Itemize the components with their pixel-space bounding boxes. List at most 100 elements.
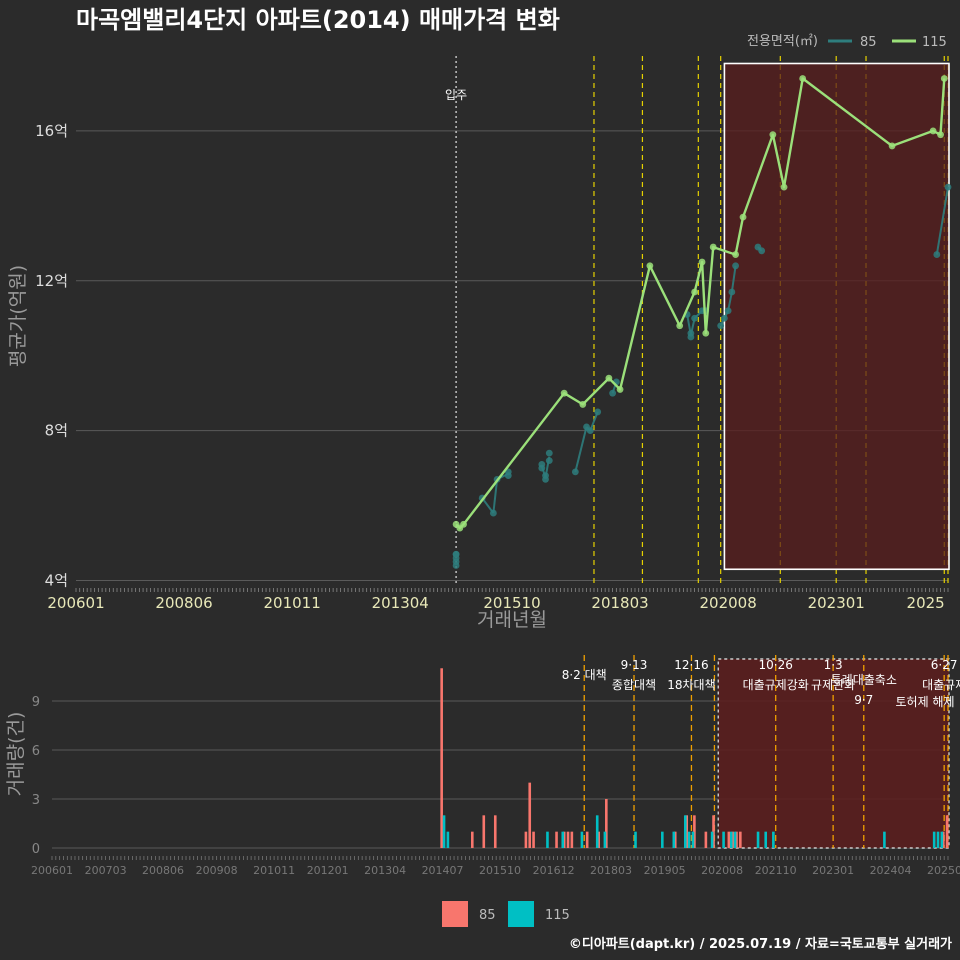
bar-115	[442, 815, 446, 848]
volume-x-tick-label: 201803	[590, 864, 632, 877]
legend-label-85: 85	[860, 35, 877, 50]
policy-annotation: 12·16 18차대책	[667, 658, 715, 692]
policy-annotation-text: 대출규제강화	[743, 678, 809, 692]
bar-85	[735, 831, 738, 848]
data-point-85	[538, 460, 546, 468]
data-point-115	[460, 520, 467, 528]
series-85	[452, 183, 952, 569]
bar-115	[936, 831, 940, 848]
volume-legend: 85 115	[442, 901, 570, 927]
bar-series-85	[440, 668, 949, 848]
data-point-85	[609, 389, 617, 397]
policy-annotation: 토허제 해제	[896, 695, 955, 709]
volume-x-tick-label: 202507	[927, 864, 960, 877]
volume-y-axis-title: 거래량(건)	[5, 712, 27, 797]
data-point-115	[937, 131, 944, 139]
volume-chart: 8·2 대책 9·13 종합대책 12·16 18차대책 10·26 대출규제강화 1·3 규제…	[5, 655, 960, 927]
data-point-85	[571, 468, 579, 476]
volume-x-tick-label: 201304	[364, 864, 406, 877]
price-x-tick-label: 200601	[47, 594, 104, 612]
volume-x-tick-label: 201612	[533, 864, 575, 877]
data-point-85	[594, 408, 602, 416]
policy-annotation-text: 9·13	[621, 658, 648, 672]
bar-85	[597, 831, 600, 848]
bar-115	[729, 831, 733, 848]
data-point-85	[717, 322, 725, 330]
bar-85	[440, 668, 443, 848]
bar-115	[722, 831, 725, 848]
volume-x-axis: 200601 200703 200806 200908 201011 201201 2013…	[31, 856, 960, 877]
volume-x-tick-label: 202110	[755, 864, 797, 877]
bar-115	[603, 831, 607, 848]
price-y-axis-title: 평균가(억원)	[7, 265, 29, 367]
bar-115	[672, 831, 676, 848]
data-point-85	[545, 449, 553, 457]
bar-115	[940, 831, 944, 848]
bar-85	[693, 815, 696, 848]
bar-115	[710, 831, 714, 848]
policy-annotation-text: 12·16	[674, 658, 708, 672]
price-y-tick-label: 16억	[35, 122, 68, 140]
bar-115	[580, 831, 584, 848]
data-point-115	[769, 131, 777, 139]
data-point-85	[545, 457, 553, 465]
legend-label-bar-85: 85	[479, 908, 496, 923]
bar-85	[555, 831, 558, 848]
volume-x-tick-label: 200806	[142, 864, 184, 877]
bar-115	[764, 831, 768, 848]
bar-85	[532, 831, 535, 848]
data-point-85	[721, 314, 728, 322]
data-point-85	[944, 183, 952, 191]
price-series	[452, 75, 952, 569]
data-point-115	[691, 288, 698, 296]
bar-85	[562, 831, 566, 848]
policy-annotation-text: 1·3	[824, 658, 843, 672]
bar-115	[691, 831, 695, 848]
data-point-85	[728, 288, 736, 296]
bar-85	[605, 798, 608, 848]
data-point-85	[452, 550, 460, 558]
policy-annotation-text: 6·27	[931, 658, 958, 672]
data-point-115	[799, 75, 807, 82]
policy-annotation: 1·3 규제완화	[811, 658, 855, 692]
bar-85	[585, 831, 589, 848]
volume-y-tick-label: 6	[32, 744, 40, 759]
bar-85	[470, 831, 474, 848]
volume-annotations: 8·2 대책 9·13 종합대책 12·16 18차대책 10·26 대출규제강화 1·3 규제…	[562, 658, 960, 709]
volume-x-tick-label: 201011	[253, 864, 295, 877]
policy-annotation-text: 대출규제	[922, 678, 960, 692]
bar-115	[756, 831, 760, 848]
bar-85	[528, 782, 532, 848]
price-x-axis: 200601 200806 201011 201304 201510 201803 2020…	[47, 588, 949, 612]
price-x-tick-label: 201011	[264, 594, 321, 612]
price-legend: 전용면적(㎡) 85 115	[747, 34, 947, 50]
legend-title: 전용면적(㎡)	[747, 34, 818, 49]
volume-y-ticks: 0 3 6 9	[32, 695, 40, 857]
legend-swatch-bar-85	[442, 901, 468, 927]
volume-x-tick-label: 200601	[31, 864, 73, 877]
price-y-ticks: 4억 8억 12억 16억	[35, 122, 68, 590]
volume-x-tick-label: 201905	[644, 864, 686, 877]
volume-bars	[440, 668, 949, 848]
data-point-115	[732, 251, 739, 258]
legend-label-115: 115	[922, 35, 947, 50]
bar-115	[733, 831, 737, 848]
data-point-85	[724, 307, 732, 315]
data-point-85	[542, 475, 549, 483]
data-point-115	[780, 183, 788, 191]
price-x-tick-label: 202008	[700, 594, 757, 612]
bar-85	[941, 831, 945, 848]
bar-115	[772, 831, 775, 848]
policy-annotation: 10·26 대출규제강화	[743, 658, 809, 692]
chart-title: 마곡엠밸리4단지 아파트(2014) 매매가격 변화	[76, 6, 560, 34]
volume-x-tick-label: 200908	[196, 864, 238, 877]
data-point-115	[698, 258, 706, 266]
bar-85	[482, 815, 486, 848]
bar-85	[673, 831, 677, 848]
series-segment-85	[492, 479, 499, 514]
data-point-115	[605, 374, 613, 382]
data-point-115	[616, 386, 624, 393]
bar-85	[731, 831, 734, 848]
volume-x-tick-label: 202008	[701, 864, 743, 877]
policy-annotation: 6·27 대출규제	[922, 658, 960, 692]
